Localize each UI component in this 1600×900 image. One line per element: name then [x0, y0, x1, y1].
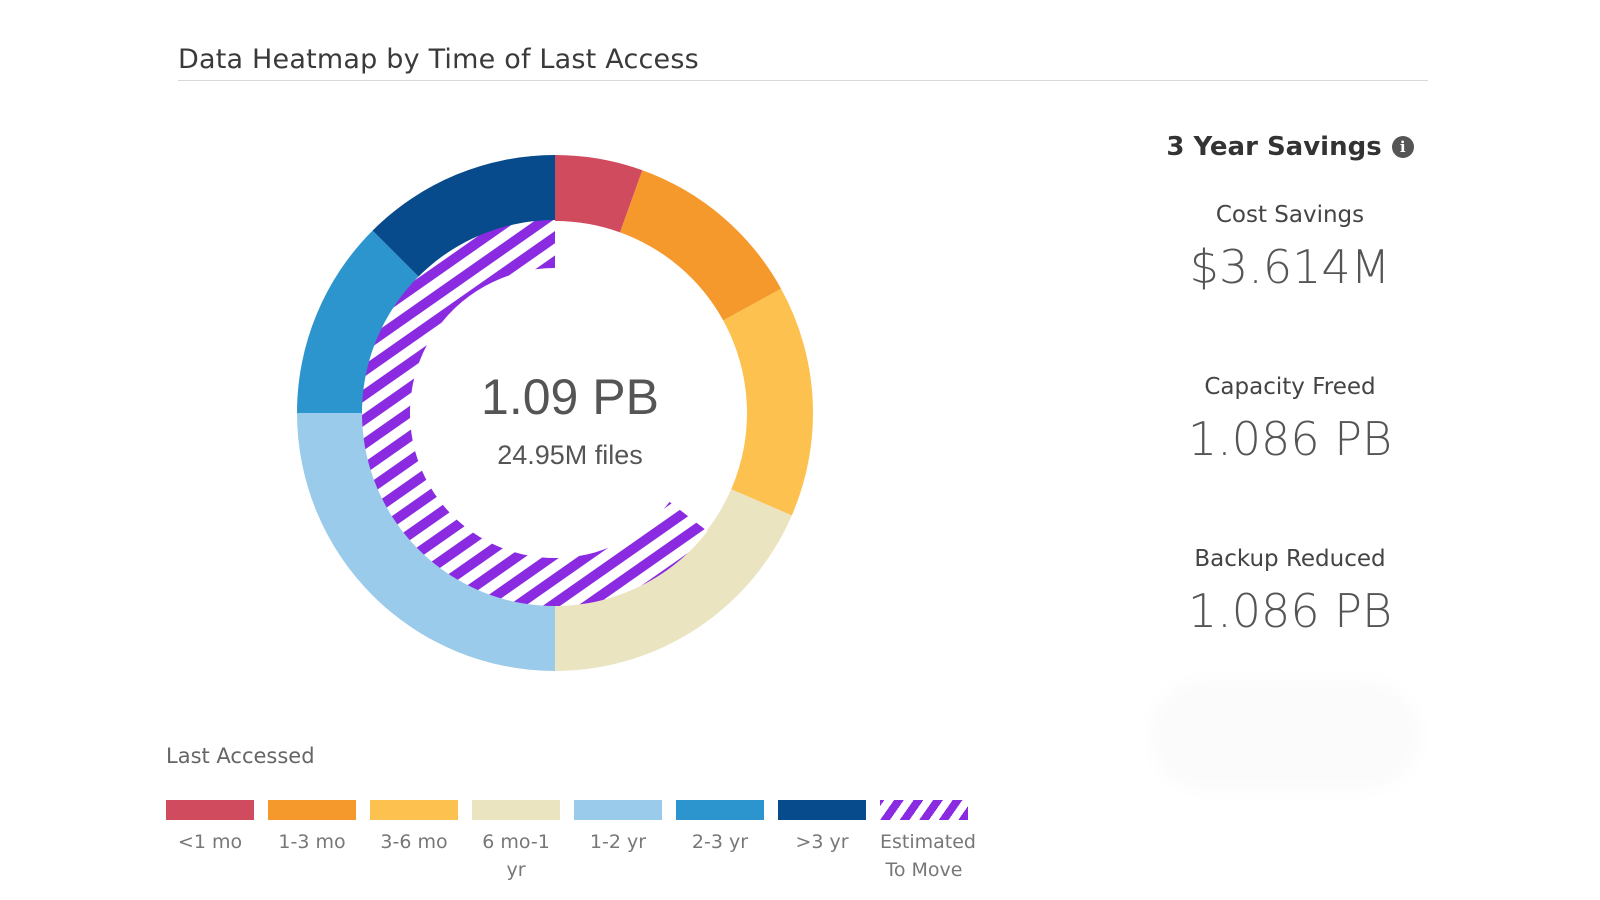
donut-segment-6-mo-1-yr: [555, 489, 792, 671]
donut-segment-3-6-mo: [723, 288, 813, 516]
legend-swatch: [574, 800, 662, 820]
center-file-count: 24.95M files: [497, 440, 643, 470]
legend-label: 3-6 mo: [380, 831, 448, 853]
cost-savings-metric: Cost Savings $3.614M: [1120, 202, 1460, 294]
backup-reduced-value: 1.086 PB: [1187, 584, 1393, 638]
legend-swatch: [472, 800, 560, 820]
legend-title: Last Accessed: [166, 744, 315, 768]
panel-title: Data Heatmap by Time of Last Access: [178, 44, 699, 75]
legend-item: 1-3 mo: [268, 800, 358, 856]
legend-label: >3 yr: [795, 831, 849, 853]
donut-segment-1-3-mo: [620, 170, 782, 321]
cost-savings-value: $3.614M: [1189, 240, 1391, 294]
outer-ring: [297, 155, 813, 671]
legend-label: 6 mo-1 yr: [482, 831, 550, 881]
backup-reduced-metric: Backup Reduced 1.086 PB: [1120, 546, 1460, 638]
legend-label: 2-3 yr: [691, 831, 749, 853]
donut-segment-1-mo: [555, 155, 643, 233]
legend-item: 2-3 yr: [676, 800, 766, 856]
legend-item: 6 mo-1 yr: [472, 800, 562, 884]
legend-swatch: [880, 800, 968, 820]
donut-chart: [297, 155, 813, 671]
donut-segment-3-yr: [372, 155, 555, 278]
savings-title: 3 Year Savings: [1166, 132, 1382, 162]
legend-swatch: [268, 800, 356, 820]
donut-segment-1-2-yr: [297, 413, 555, 671]
legend-item: >3 yr: [778, 800, 868, 856]
legend-swatch: [370, 800, 458, 820]
legend-swatch: [676, 800, 764, 820]
savings-title-row: 3 Year Savings i: [1120, 132, 1460, 162]
legend-item: 1-2 yr: [574, 800, 664, 856]
legend-label: 1-3 mo: [278, 831, 346, 853]
capacity-freed-metric: Capacity Freed 1.086 PB: [1120, 374, 1460, 466]
center-total-value: 1.09 PB: [481, 369, 659, 425]
capacity-freed-label: Capacity Freed: [1204, 374, 1376, 400]
cost-savings-label: Cost Savings: [1215, 202, 1365, 228]
faded-placeholder: [1160, 690, 1410, 780]
legend-swatch: [778, 800, 866, 820]
info-icon[interactable]: i: [1391, 136, 1414, 158]
capacity-freed-value: 1.086 PB: [1187, 412, 1393, 466]
legend-swatch: [166, 800, 254, 820]
legend-item: 3-6 mo: [370, 800, 460, 856]
donut-segment-2-3-yr: [297, 230, 420, 413]
legend-label: Estimated To Move: [880, 831, 976, 881]
legend-label: 1-2 yr: [589, 831, 647, 853]
legend-label: <1 mo: [177, 831, 243, 853]
legend-item: Estimated To Move: [880, 800, 976, 884]
legend-item: <1 mo: [166, 800, 256, 856]
title-divider: [178, 80, 1428, 81]
backup-reduced-label: Backup Reduced: [1194, 546, 1386, 572]
savings-header: 3 Year Savings i: [1120, 132, 1460, 162]
